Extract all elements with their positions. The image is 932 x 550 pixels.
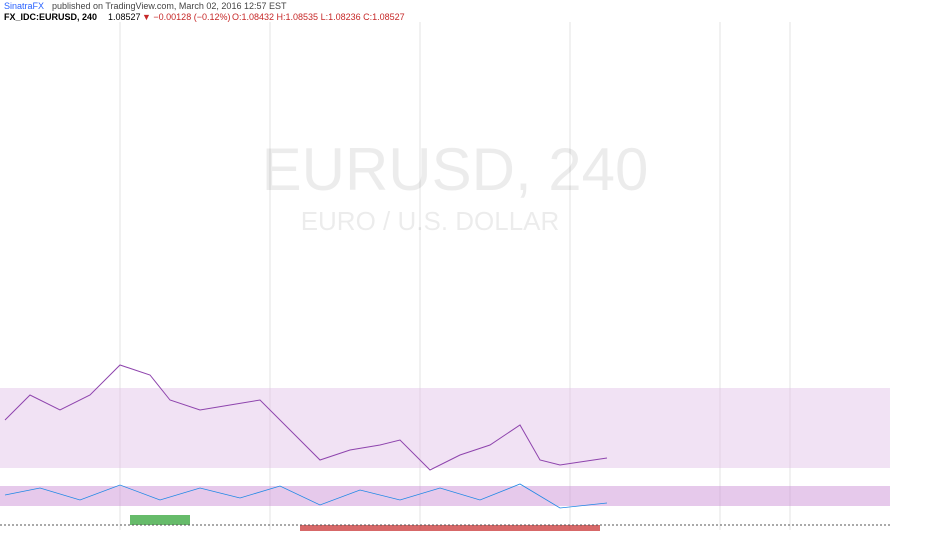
stoch-pane	[0, 483, 890, 509]
ohlc: O:1.08432 H:1.08535 L:1.08236 C:1.08527	[232, 12, 405, 22]
vertical-grid	[119, 22, 791, 530]
rsi-pane	[0, 364, 890, 471]
symbol: FX_IDC:EURUSD, 240	[4, 12, 97, 22]
last-price: 1.08527	[108, 12, 141, 22]
watermark: EURUSD, 240	[262, 136, 649, 203]
publisher: SinatraFX	[4, 1, 44, 11]
published: published on TradingView.com, March 02, …	[52, 1, 287, 11]
watermark-sub: EURO / U.S. DOLLAR	[301, 206, 560, 236]
histogram-pane	[0, 515, 890, 531]
change: ▼ −0.00128 (−0.12%)	[142, 12, 230, 22]
